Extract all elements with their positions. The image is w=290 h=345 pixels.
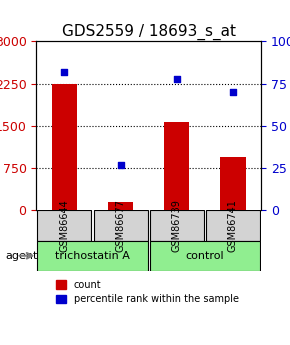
Text: GSM86644: GSM86644 (59, 199, 69, 252)
Point (231, 89, 235, 95)
FancyBboxPatch shape (150, 210, 204, 241)
Point (118, 162, 123, 168)
Text: GSM86677: GSM86677 (115, 199, 126, 252)
Point (174, 76, 179, 81)
Point (62, 69, 67, 75)
Bar (220, 157, 246, 210)
FancyBboxPatch shape (37, 210, 91, 241)
FancyBboxPatch shape (94, 210, 148, 241)
FancyBboxPatch shape (37, 241, 148, 271)
Text: trichostatin A: trichostatin A (55, 251, 130, 261)
Bar (164, 122, 189, 210)
Bar (52, 83, 77, 210)
Text: GSM86741: GSM86741 (228, 199, 238, 252)
FancyBboxPatch shape (150, 241, 260, 271)
Bar (108, 202, 133, 210)
Text: control: control (186, 251, 224, 261)
FancyBboxPatch shape (206, 210, 260, 241)
Title: GDS2559 / 18693_s_at: GDS2559 / 18693_s_at (61, 24, 235, 40)
Text: GSM86739: GSM86739 (172, 199, 182, 252)
Text: agent: agent (5, 251, 37, 261)
Legend: count, percentile rank within the sample: count, percentile rank within the sample (52, 276, 243, 308)
